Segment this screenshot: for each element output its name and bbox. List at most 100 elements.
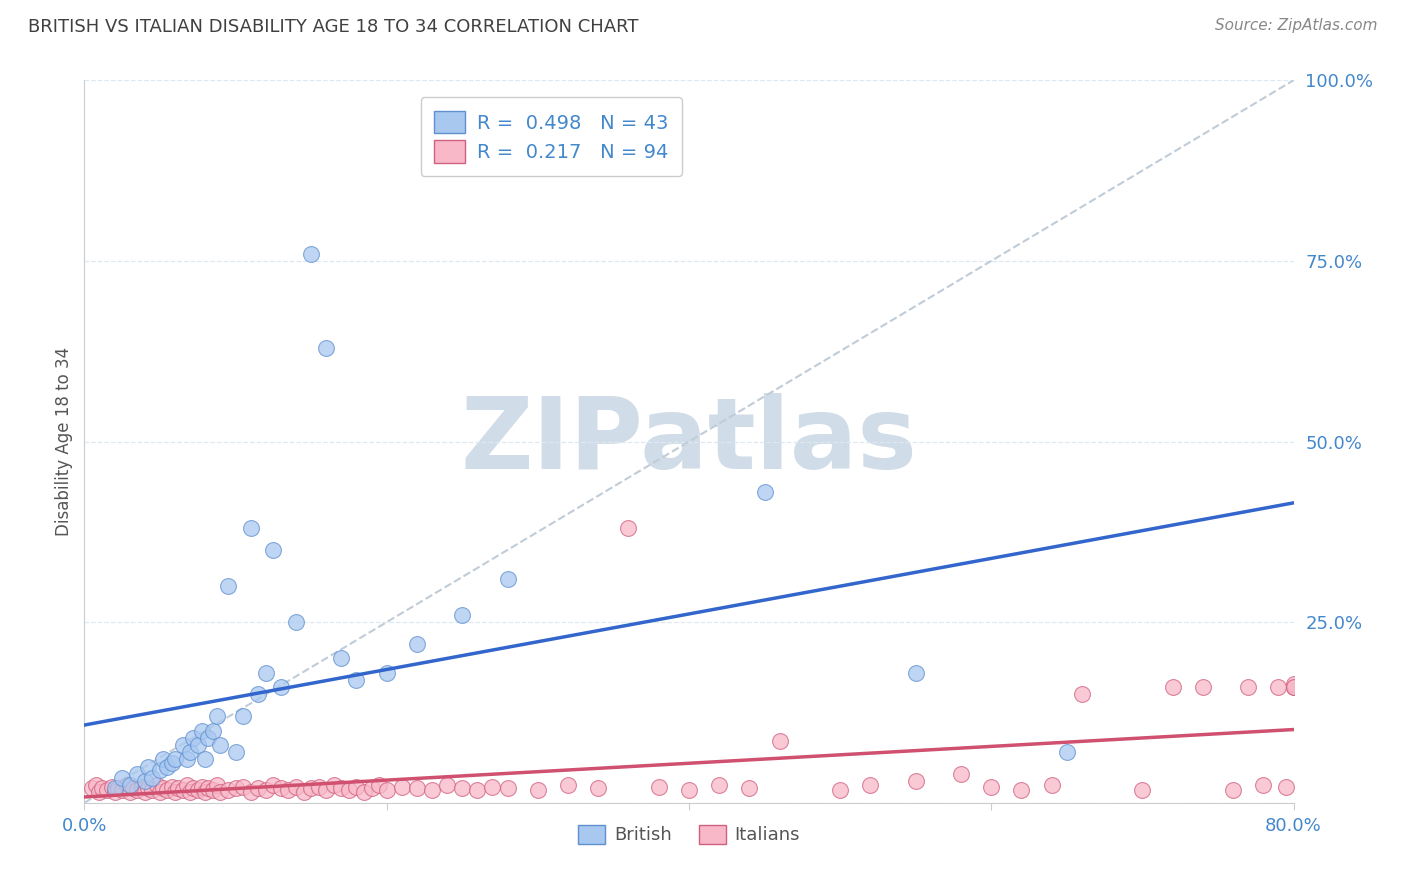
Point bbox=[353, 785, 375, 799]
Point bbox=[89, 785, 111, 799]
Point bbox=[194, 752, 217, 766]
Point bbox=[1275, 780, 1298, 794]
Point bbox=[1282, 680, 1305, 694]
Point bbox=[239, 521, 262, 535]
Point bbox=[1192, 680, 1215, 694]
Point bbox=[420, 782, 443, 797]
Point bbox=[368, 778, 391, 792]
Point bbox=[950, 767, 973, 781]
Point bbox=[194, 785, 217, 799]
Point bbox=[769, 734, 792, 748]
Point bbox=[754, 485, 776, 500]
Point bbox=[648, 780, 671, 794]
Point bbox=[232, 709, 254, 723]
Point bbox=[1222, 782, 1244, 797]
Point bbox=[217, 579, 239, 593]
Point bbox=[146, 778, 169, 792]
Point bbox=[904, 774, 927, 789]
Point bbox=[1040, 778, 1063, 792]
Point bbox=[217, 782, 239, 797]
Point bbox=[247, 687, 270, 701]
Point bbox=[1130, 782, 1153, 797]
Point bbox=[859, 778, 882, 792]
Point bbox=[315, 782, 337, 797]
Point bbox=[270, 781, 292, 796]
Point bbox=[830, 782, 852, 797]
Point bbox=[617, 521, 640, 535]
Point bbox=[152, 781, 174, 796]
Point bbox=[285, 615, 308, 630]
Point bbox=[738, 781, 761, 796]
Point bbox=[1011, 782, 1033, 797]
Point bbox=[481, 780, 503, 794]
Point bbox=[134, 785, 156, 799]
Point bbox=[1253, 778, 1275, 792]
Point bbox=[201, 782, 224, 797]
Point bbox=[149, 764, 172, 778]
Point bbox=[111, 782, 134, 797]
Point bbox=[330, 781, 353, 796]
Point bbox=[1056, 745, 1078, 759]
Point bbox=[262, 778, 284, 792]
Point bbox=[207, 709, 229, 723]
Point bbox=[181, 781, 204, 796]
Point bbox=[104, 781, 127, 796]
Point bbox=[980, 780, 1002, 794]
Point bbox=[187, 738, 209, 752]
Point bbox=[225, 781, 247, 796]
Point bbox=[141, 771, 163, 785]
Point bbox=[406, 637, 429, 651]
Point bbox=[160, 756, 183, 770]
Point bbox=[197, 731, 219, 745]
Text: Source: ZipAtlas.com: Source: ZipAtlas.com bbox=[1215, 18, 1378, 33]
Point bbox=[308, 780, 330, 794]
Point bbox=[709, 778, 731, 792]
Point bbox=[588, 781, 610, 796]
Point bbox=[451, 781, 474, 796]
Point bbox=[391, 780, 413, 794]
Point bbox=[337, 782, 360, 797]
Point bbox=[375, 665, 398, 680]
Point bbox=[172, 738, 194, 752]
Point bbox=[141, 782, 163, 797]
Point bbox=[121, 781, 143, 796]
Point bbox=[136, 760, 159, 774]
Point bbox=[176, 778, 198, 792]
Point bbox=[209, 785, 232, 799]
Point bbox=[115, 778, 138, 792]
Point bbox=[165, 752, 187, 766]
Point bbox=[330, 651, 353, 665]
Point bbox=[197, 781, 219, 796]
Point bbox=[100, 780, 122, 794]
Point bbox=[406, 781, 429, 796]
Point bbox=[136, 781, 159, 796]
Point bbox=[239, 785, 262, 799]
Point bbox=[118, 778, 141, 792]
Text: ZIPatlas: ZIPatlas bbox=[461, 393, 917, 490]
Point bbox=[232, 780, 254, 794]
Point bbox=[152, 752, 174, 766]
Point bbox=[191, 723, 214, 738]
Point bbox=[91, 781, 114, 796]
Point bbox=[156, 760, 179, 774]
Point bbox=[96, 782, 118, 797]
Point bbox=[80, 781, 103, 796]
Point bbox=[262, 542, 284, 557]
Point bbox=[299, 781, 322, 796]
Y-axis label: Disability Age 18 to 34: Disability Age 18 to 34 bbox=[55, 347, 73, 536]
Point bbox=[299, 246, 322, 260]
Point bbox=[209, 738, 232, 752]
Point bbox=[149, 785, 172, 799]
Point bbox=[172, 782, 194, 797]
Point bbox=[436, 778, 458, 792]
Point bbox=[167, 781, 190, 796]
Point bbox=[254, 782, 277, 797]
Point bbox=[107, 781, 129, 796]
Point bbox=[678, 782, 700, 797]
Point bbox=[165, 785, 187, 799]
Point bbox=[496, 572, 519, 586]
Point bbox=[187, 782, 209, 797]
Point bbox=[1282, 676, 1305, 690]
Point bbox=[346, 780, 368, 794]
Point bbox=[904, 665, 927, 680]
